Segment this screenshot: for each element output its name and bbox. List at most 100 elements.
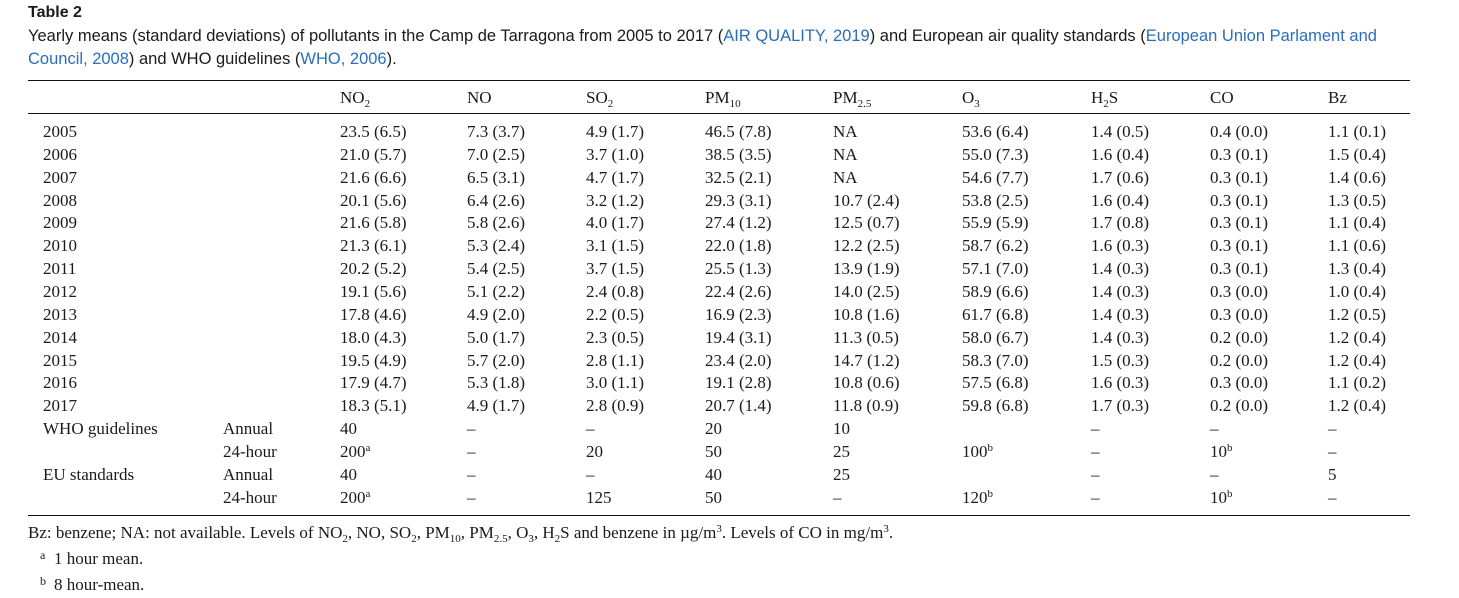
table-cell: 54.6 (7.7) [962,167,1029,187]
table-cell: 0.3 (0.0) [1210,304,1269,324]
table-cell: 1.7 (0.8) [1091,213,1150,233]
table-cell: 19.1 (5.6) [340,281,407,301]
table-cell: 20.7 (1.4) [705,396,772,416]
row-label: 2008 [43,190,77,210]
table-cell: 0.2 (0.0) [1210,396,1269,416]
column-header-subscript: 2 [607,98,614,110]
column-header: H2S [1091,88,1118,110]
table-cell: 40 [705,464,722,484]
table-cell: 0.4 (0.0) [1210,122,1269,141]
table-cell: 1.2 (0.4) [1328,327,1387,347]
footnote: a 1 hour mean. [28,544,893,570]
column-header: Bz [1328,88,1347,108]
table-cell: 6.5 (3.1) [467,167,526,187]
row-label: 2009 [43,213,77,233]
table-cell: 12.5 (0.7) [833,213,900,233]
table-cell: 12.2 (2.5) [833,236,900,256]
table-cell: 50 [705,487,722,507]
column-header-main: NO [467,88,492,107]
table-cell: 57.1 (7.0) [962,259,1029,279]
table-cell: 5.8 (2.6) [467,213,526,233]
table-cell: 2.3 (0.5) [586,327,645,347]
table-cell: 17.8 (4.6) [340,304,407,324]
table-cell: 14.7 (1.2) [833,350,900,370]
citation-link-air-quality[interactable]: AIR QUALITY, 2019 [723,27,870,45]
footnote-mark: b [40,574,46,588]
table-cell: 5.3 (1.8) [467,373,526,393]
citation-link-eu[interactable]: European Union Parlament and Council, 20… [28,27,1377,68]
table-cell: – [1210,464,1219,484]
table-cell: 5 [1328,464,1337,484]
cell-value: 200 [340,487,366,507]
column-header-subscript: 10 [729,98,741,110]
column-header-main: Bz [1328,88,1347,107]
cell-value: 10 [1210,441,1227,461]
caption-text-part: ). [386,50,397,68]
table-cell: 55.9 (5.9) [962,213,1029,233]
row-label: 2007 [43,167,77,187]
table-cell: 11.3 (0.5) [833,327,899,347]
row-label: 2017 [43,396,77,416]
table-cell: – [467,441,476,461]
table-cell: 7.0 (2.5) [467,144,526,164]
table-footnotes: Bz: benzene; NA: not available. Levels o… [28,521,893,596]
table-label: Table 2 [28,4,82,21]
footnote-text: 8 hour-mean. [54,575,145,594]
column-header-main: O [962,88,975,107]
footnote-text: 1 hour mean. [54,549,144,568]
row-period: 24-hour [223,487,277,507]
table-cell: 1.3 (0.4) [1328,259,1387,279]
table-cell: 5.1 (2.2) [467,281,526,301]
table-cell: 23.4 (2.0) [705,350,772,370]
footnote-mark: a [40,548,46,562]
column-header: PM10 [705,88,741,110]
table-cell: 4.0 (1.7) [586,213,645,233]
table-cell: – [586,464,595,484]
note-text: Bz: benzene; NA: not available. Levels o… [28,523,343,542]
table-top-rule [28,80,1410,81]
table-cell: 10 [833,419,850,439]
column-header-main: PM [705,88,730,107]
row-label: 2015 [43,350,77,370]
note-text: , O [507,523,529,542]
table-cell: – [1091,487,1100,507]
table-cell: 0.3 (0.0) [1210,373,1269,393]
note-text: , PM [416,523,450,542]
cell-value: 200 [340,441,366,461]
table-header-rule [28,113,1410,114]
table-cell: 0.3 (0.1) [1210,259,1269,279]
table-cell: 5.4 (2.5) [467,259,526,279]
table-cell: 22.0 (1.8) [705,236,772,256]
table-cell: 1.4 (0.3) [1091,304,1150,324]
column-header: O3 [962,88,980,110]
table-cell: 25.5 (1.3) [705,259,772,279]
caption-text-part: ) and European air quality standards ( [869,27,1146,45]
table-cell: 61.7 (6.8) [962,304,1029,324]
cell-value: 100 [962,441,988,461]
footnote-marker: b [1227,441,1233,454]
table-cell: – [586,419,595,439]
table-cell: 1.3 (0.5) [1328,190,1387,210]
row-label: 2013 [43,304,77,324]
table-cell: 10.8 (0.6) [833,373,900,393]
table-cell: 32.5 (2.1) [705,167,772,187]
table-cell: 10b [1210,488,1233,508]
citation-link-who[interactable]: WHO, 2006 [300,50,387,68]
table-cell: 5.3 (2.4) [467,236,526,256]
table-cell: 1.5 (0.3) [1091,350,1150,370]
row-label: 2010 [43,236,77,256]
note-subscript: 10 [449,533,461,545]
note-text: , NO, SO [347,523,412,542]
table-cell: 1.4 (0.3) [1091,281,1150,301]
row-label: 2014 [43,327,77,347]
table-cell: 19.4 (3.1) [705,327,772,347]
table-cell: 3.2 (1.2) [586,190,645,210]
table-cell: 0.3 (0.1) [1210,190,1269,210]
table-cell: 21.3 (6.1) [340,236,407,256]
table-cell: 1.1 (0.4) [1328,213,1387,233]
table-cell: 1.4 (0.6) [1328,167,1387,187]
table-cell: 4.9 (2.0) [467,304,526,324]
table-cell: 58.7 (6.2) [962,236,1029,256]
table-cell: 40 [340,419,357,439]
table-cell: 3.7 (1.0) [586,144,645,164]
